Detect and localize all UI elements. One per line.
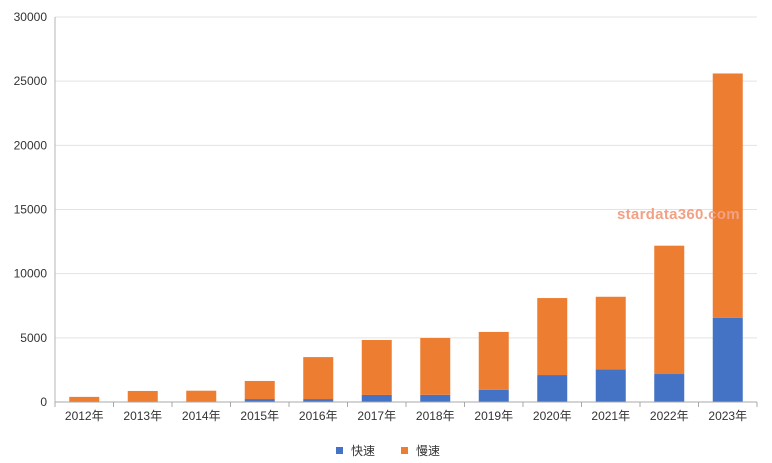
watermark-text: stardata360.com	[617, 206, 740, 223]
gridlines	[55, 16, 757, 339]
x-tick-label: 2023年	[708, 409, 747, 423]
y-axis-tick-labels: 0 5000 10000 15000 20000 25000 30000	[14, 10, 48, 409]
legend-label-fast: 快速	[351, 444, 375, 458]
y-tick-label: 15000	[14, 203, 48, 217]
bar-segment-s1-c4[interactable]	[244, 399, 275, 402]
legend-swatch-fast	[336, 447, 343, 454]
y-tick-label: 0	[40, 395, 47, 409]
bar-segment-s2-c8[interactable]	[478, 331, 509, 390]
bar-segment-s2-c6[interactable]	[361, 340, 392, 395]
x-tick-label: 2013年	[123, 409, 162, 423]
bar-segment-s1-c9[interactable]	[537, 375, 568, 402]
bar-segment-s2-c2[interactable]	[127, 390, 158, 402]
x-tick-label: 2019年	[474, 409, 513, 423]
bar-segment-s2-c12[interactable]	[712, 73, 743, 318]
x-tick-label: 2014年	[182, 409, 221, 423]
legend-swatch-slow	[401, 447, 408, 454]
x-tick-label: 2017年	[357, 409, 396, 423]
bar-segment-s1-c7[interactable]	[420, 394, 451, 402]
bars	[69, 73, 743, 402]
x-tick-label: 2022年	[650, 409, 689, 423]
legend-label-slow: 慢速	[416, 444, 440, 458]
x-axis-tick-labels: 2012年 2013年 2014年 2015年 2016年 2017年 2018年 2019年…	[65, 409, 747, 423]
bar-segment-s2-c5[interactable]	[303, 357, 334, 400]
y-tick-label: 10000	[14, 267, 48, 281]
bar-segment-s1-c12[interactable]	[712, 317, 743, 402]
bar-segment-s2-c11[interactable]	[654, 245, 685, 375]
x-tick-label: 2021年	[591, 409, 630, 423]
bar-segment-s1-c11[interactable]	[654, 374, 685, 402]
axes	[54, 17, 758, 407]
x-tick-label: 2012年	[65, 409, 104, 423]
x-tick-label: 2020年	[533, 409, 572, 423]
bar-segment-s2-c7[interactable]	[420, 337, 451, 395]
bar-segment-s2-c9[interactable]	[537, 298, 568, 376]
legend-item-slow[interactable]: 慢速	[401, 444, 440, 458]
bar-segment-s2-c3[interactable]	[186, 390, 217, 402]
y-tick-label: 25000	[14, 74, 48, 88]
bar-segment-s1-c8[interactable]	[478, 389, 509, 402]
bar-segment-s1-c10[interactable]	[595, 369, 626, 402]
bar-segment-s2-c4[interactable]	[244, 380, 275, 400]
legend-item-fast[interactable]: 快速	[336, 444, 375, 458]
bar-segment-s1-c6[interactable]	[361, 394, 392, 402]
x-tick-label: 2015年	[240, 409, 279, 423]
x-tick-label: 2016年	[299, 409, 338, 423]
bar-segment-s1-c5[interactable]	[303, 399, 334, 402]
y-tick-label: 5000	[20, 331, 47, 345]
bar-segment-s2-c1[interactable]	[69, 396, 100, 402]
x-tick-label: 2018年	[416, 409, 455, 423]
y-tick-label: 30000	[14, 10, 48, 24]
bar-segment-s2-c10[interactable]	[595, 296, 626, 370]
legend: 快速 慢速	[336, 444, 440, 458]
y-tick-label: 20000	[14, 138, 48, 152]
